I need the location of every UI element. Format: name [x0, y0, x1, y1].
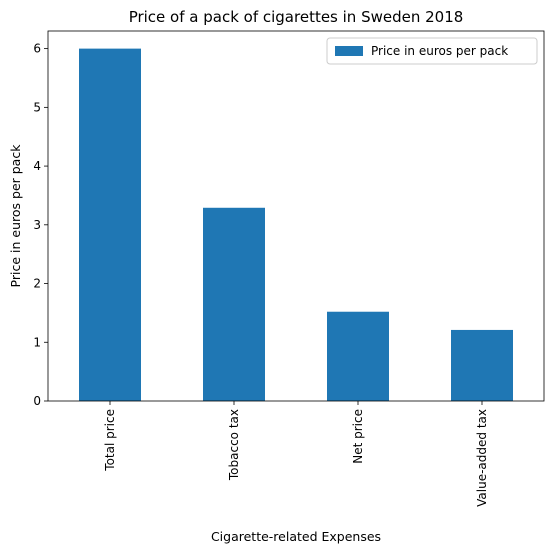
bar-total-price [79, 48, 141, 401]
bars-group [79, 48, 513, 401]
chart-title: Price of a pack of cigarettes in Sweden … [129, 8, 464, 26]
plot-border [47, 30, 545, 402]
bar-net-price [327, 311, 389, 401]
legend-box [326, 37, 538, 65]
y-tick-label: 3 [33, 218, 41, 232]
y-tick-label: 0 [33, 394, 41, 408]
y-axis-label: Price in euros per pack [8, 144, 23, 288]
x-tick-label: Tobacco tax [227, 409, 241, 481]
x-tick-label: Total price [103, 409, 117, 472]
x-tick-label: Value-added tax [475, 409, 489, 507]
plot-frame [47, 30, 545, 402]
y-tick-label: 1 [33, 335, 41, 349]
legend-entry-label: Price in euros per pack [371, 44, 508, 58]
y-tick-label: 6 [33, 42, 41, 56]
legend-swatch [335, 46, 363, 56]
x-axis-ticks: Total price Tobacco tax Net price Value-add… [103, 401, 489, 507]
bar-tobacco-tax [203, 207, 265, 401]
y-axis-ticks: 0 1 2 3 4 5 6 [33, 42, 48, 408]
bar-value-added-tax [451, 329, 513, 401]
y-tick-label: 2 [33, 277, 41, 291]
x-axis-label: Cigarette-related Expenses [211, 529, 381, 544]
y-tick-label: 5 [33, 100, 41, 114]
x-tick-label: Net price [351, 409, 365, 464]
legend: Price in euros per pack [326, 37, 538, 65]
y-tick-label: 4 [33, 159, 41, 173]
